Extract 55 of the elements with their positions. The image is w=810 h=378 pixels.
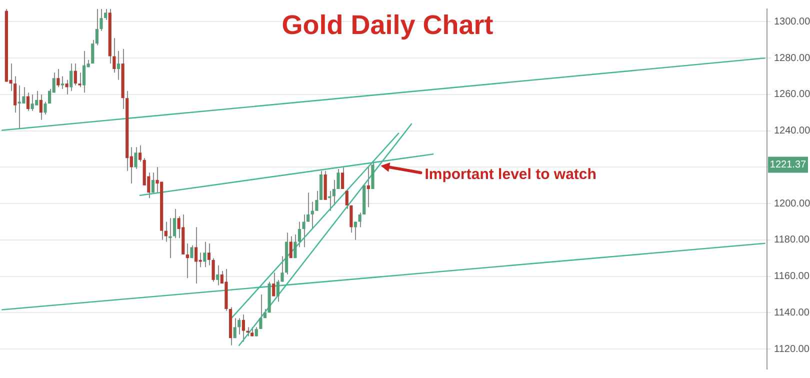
candlestick (35, 90, 38, 106)
annotation: 1221.37 (770, 159, 807, 170)
candlestick (366, 166, 370, 208)
candlestick (233, 318, 236, 339)
candlestick (151, 172, 155, 194)
y-tick-label: 1260.00 (774, 89, 810, 100)
y-tick-label: 1180.00 (774, 234, 810, 246)
candlestick (272, 272, 276, 297)
candlestick (44, 101, 47, 115)
candlestick (190, 244, 194, 259)
candlestick (74, 63, 77, 86)
candlestick (30, 94, 34, 112)
y-tick-label: 1240.00 (774, 126, 810, 137)
candlestick (289, 236, 292, 259)
candlestick (39, 94, 42, 120)
candlestick (116, 50, 120, 80)
candlestick (238, 318, 241, 335)
candlestick (294, 234, 297, 259)
candlestick (250, 326, 254, 337)
y-tick-label: 1280.00 (774, 52, 810, 64)
candlestick (354, 221, 358, 240)
candlestick (168, 218, 172, 259)
y-tick-label: 1160.00 (774, 271, 810, 282)
candlestick (95, 8, 99, 46)
candlestick (22, 86, 26, 104)
candlestick (70, 63, 73, 92)
candlestick (172, 208, 176, 239)
candlestick (65, 79, 68, 95)
candlestick (60, 76, 64, 90)
candlestick (164, 221, 168, 242)
candlestick (134, 146, 138, 170)
candlestick (104, 8, 108, 20)
candlestick (254, 326, 258, 337)
y-tick-label: 1300.00 (774, 16, 810, 28)
candlestick (194, 226, 198, 284)
y-tick-label: 1140.00 (774, 307, 810, 318)
candlestick (259, 294, 262, 330)
candlestick (341, 166, 344, 190)
candlestick (310, 201, 314, 230)
candlestick (216, 264, 220, 286)
candlestick (138, 144, 142, 162)
candlestick (186, 243, 189, 279)
candlestick (302, 214, 306, 248)
candlestick (246, 326, 250, 337)
candlestick (82, 50, 86, 94)
candlestick (242, 314, 246, 342)
y-tick-label: 1120.00 (774, 344, 810, 355)
candlestick (56, 68, 60, 88)
y-tick-label: 1200.00 (774, 198, 810, 210)
annotation: Important level to watch (424, 166, 596, 183)
candlestick (78, 72, 82, 88)
candlestick (26, 92, 30, 112)
candlestick (298, 221, 302, 248)
chart-title: Gold Daily Chart (280, 10, 494, 41)
candlestick (203, 241, 206, 268)
